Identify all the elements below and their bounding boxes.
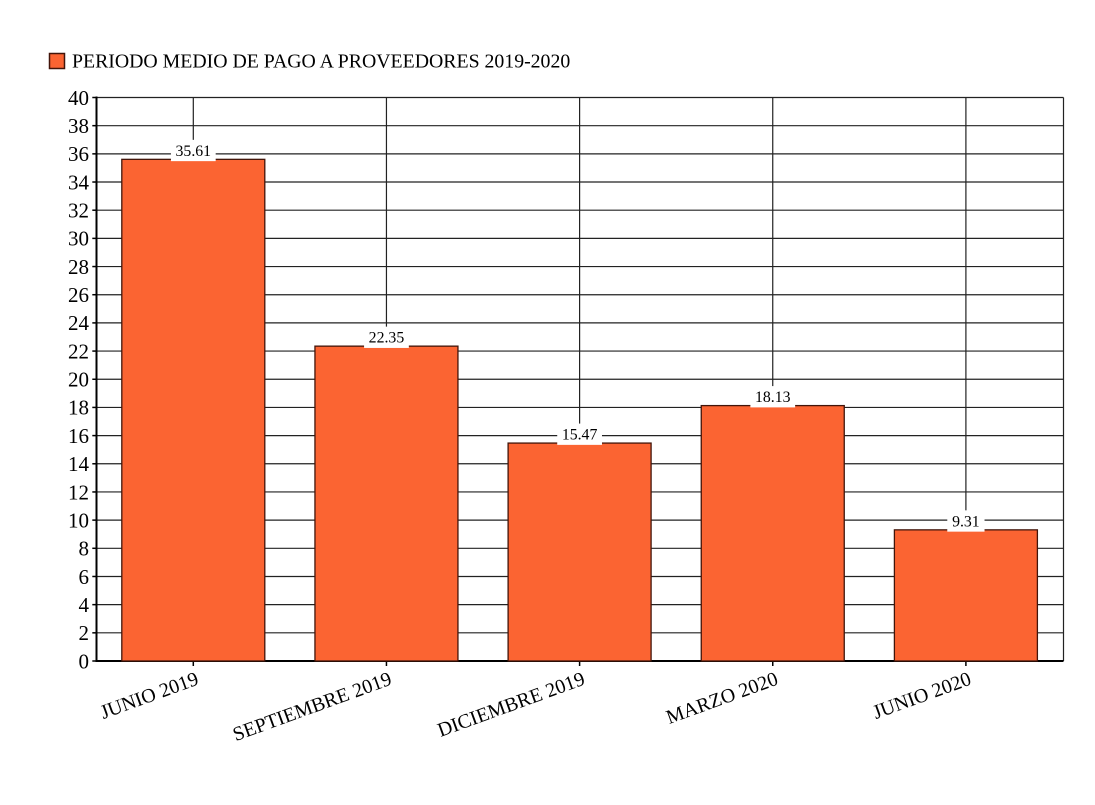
- svg-text:6: 6: [79, 565, 90, 589]
- svg-text:10: 10: [68, 508, 89, 532]
- svg-text:35.61: 35.61: [176, 143, 212, 160]
- svg-text:38: 38: [68, 114, 89, 138]
- svg-text:PERIODO MEDIO DE PAGO A PROVEE: PERIODO MEDIO DE PAGO A PROVEEDORES 2019…: [72, 51, 570, 73]
- svg-text:28: 28: [68, 255, 89, 279]
- svg-text:16: 16: [68, 424, 89, 448]
- svg-text:22: 22: [68, 339, 89, 363]
- svg-text:4: 4: [79, 593, 90, 617]
- svg-text:36: 36: [68, 142, 89, 166]
- svg-text:12: 12: [68, 480, 89, 504]
- svg-text:20: 20: [68, 368, 89, 392]
- svg-text:22.35: 22.35: [369, 330, 405, 347]
- svg-text:24: 24: [68, 311, 90, 335]
- svg-text:34: 34: [68, 170, 90, 194]
- svg-text:18.13: 18.13: [755, 389, 791, 406]
- svg-text:32: 32: [68, 199, 89, 223]
- svg-text:30: 30: [68, 227, 89, 251]
- svg-text:9.31: 9.31: [952, 513, 980, 530]
- svg-text:2: 2: [79, 621, 90, 645]
- svg-text:18: 18: [68, 396, 89, 420]
- svg-text:40: 40: [68, 86, 89, 110]
- svg-text:14: 14: [68, 452, 90, 476]
- svg-text:15.47: 15.47: [562, 427, 598, 444]
- svg-text:0: 0: [79, 649, 90, 673]
- svg-text:26: 26: [68, 283, 89, 307]
- svg-text:8: 8: [79, 537, 90, 561]
